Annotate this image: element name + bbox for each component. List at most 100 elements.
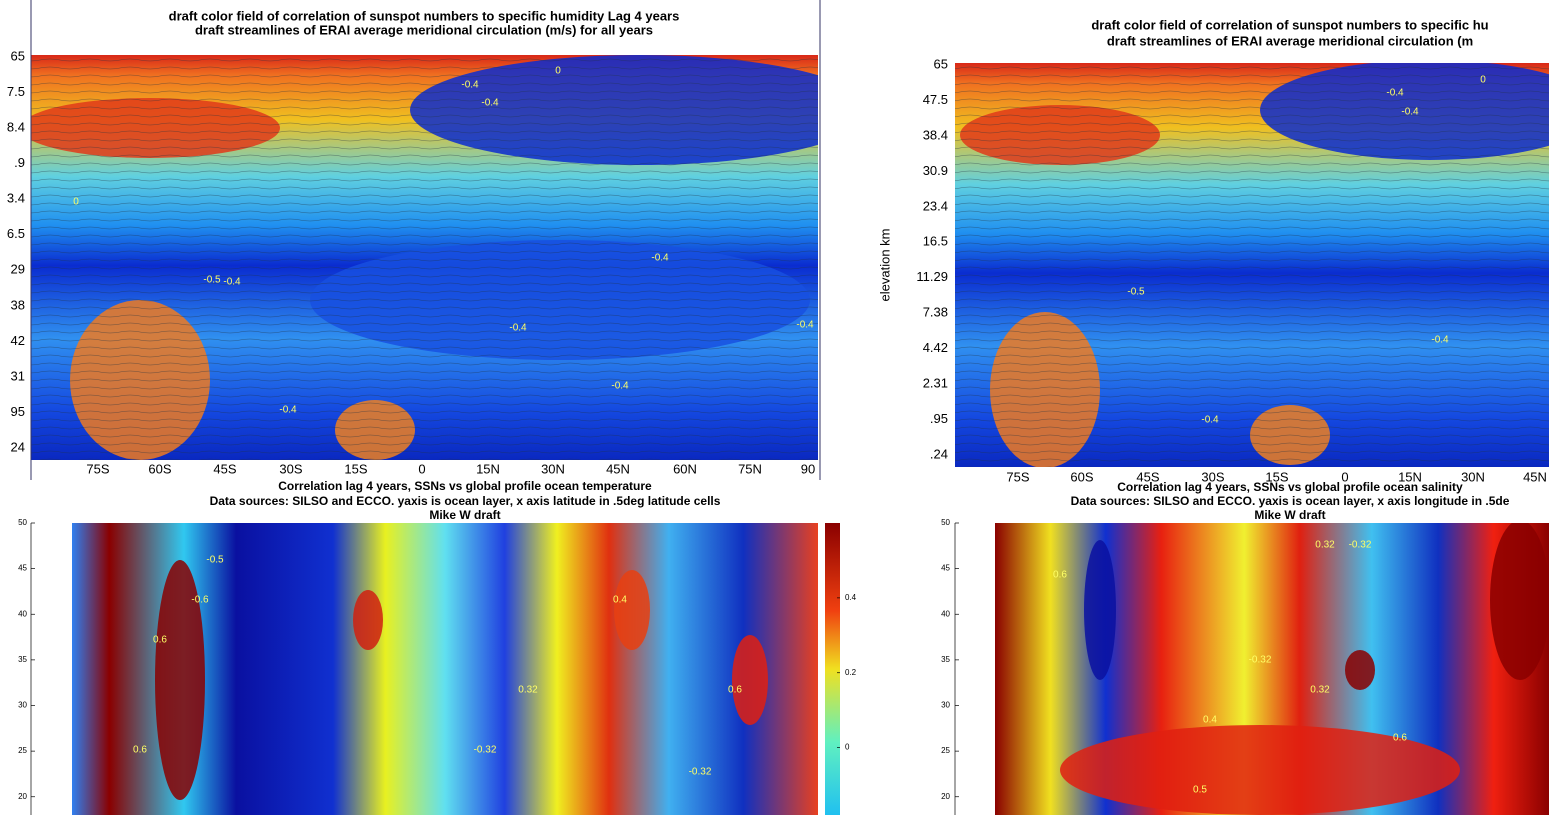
field-blob (353, 590, 383, 650)
field-blob (1490, 523, 1549, 680)
contour-label: -0.4 (1201, 415, 1219, 426)
contour-label: -0.4 (611, 381, 629, 392)
x-tick-label: 60S (148, 461, 171, 476)
y-axis-label: elevation km (877, 229, 892, 302)
contour-label: -0.32 (1249, 655, 1272, 666)
x-tick-label: 0 (418, 461, 425, 476)
contour-label: 0.6 (1053, 570, 1067, 581)
y-tick-label: 30 (18, 701, 27, 710)
field-blob (1345, 650, 1375, 690)
y-tick-label: 42 (11, 333, 25, 348)
contour-label: 0.6 (133, 745, 147, 756)
contour-label: -0.4 (223, 277, 241, 288)
y-tick-label: 24 (11, 439, 25, 454)
color-field (955, 63, 1549, 467)
y-tick-label: 25 (941, 746, 950, 755)
contour-label: -0.32 (474, 745, 497, 756)
x-tick-label: 30N (541, 461, 565, 476)
contour-label: -0.4 (279, 405, 297, 416)
contour-label: -0.4 (481, 98, 499, 109)
contour-label: 0.6 (728, 685, 742, 696)
contour-label: 0 (1480, 75, 1486, 86)
field-blob (1084, 540, 1116, 680)
y-tick-label: 35 (18, 655, 27, 664)
y-tick-label: 65 (934, 56, 948, 71)
y-tick-label: 95 (11, 404, 25, 419)
chart-title: draft color field of correlation of suns… (169, 8, 680, 23)
y-tick-label: .24 (930, 446, 948, 461)
contour-label: -0.4 (651, 253, 669, 264)
y-tick-label: 2.31 (923, 376, 948, 391)
chart-title: Correlation lag 4 years, SSNs vs global … (278, 479, 652, 493)
y-tick-label: 40 (941, 609, 950, 618)
contour-label: -0.5 (1127, 287, 1145, 298)
contour-label: -0.4 (1386, 88, 1404, 99)
contour-label: -0.4 (509, 323, 527, 334)
y-tick-label: 40 (18, 609, 27, 618)
chart-title: draft streamlines of ERAI average meridi… (195, 22, 653, 37)
chart-title: draft color field of correlation of suns… (1091, 17, 1488, 32)
contour-label: -0.4 (461, 80, 479, 91)
contour-label: -0.32 (689, 767, 712, 778)
x-tick-label: 30S (279, 461, 302, 476)
y-tick-label: 29 (11, 262, 25, 277)
x-tick-label: 30N (1461, 469, 1485, 484)
y-tick-label: 23.4 (923, 198, 948, 213)
y-tick-label: 47.5 (923, 92, 948, 107)
contour-label: -0.4 (796, 320, 814, 331)
y-tick-label: 31 (11, 368, 25, 383)
x-tick-label: 15S (1265, 469, 1288, 484)
y-tick-label: .95 (930, 411, 948, 426)
y-tick-label: 65 (11, 48, 25, 63)
contour-label: -0.4 (1401, 107, 1419, 118)
contour-label: 0.32 (1310, 685, 1330, 696)
chart-title: Correlation lag 4 years, SSNs vs global … (1117, 480, 1463, 494)
x-tick-label: 15S (344, 461, 367, 476)
x-tick-label: 0 (1341, 469, 1348, 484)
y-tick-label: 35 (941, 655, 950, 664)
contour-label: -0.5 (203, 275, 221, 286)
color-field (72, 523, 818, 815)
contour-label: 0 (555, 66, 561, 77)
y-tick-label: 3.4 (7, 191, 25, 206)
x-tick-label: 60S (1070, 469, 1093, 484)
field-blob (155, 560, 205, 800)
x-tick-label: 45S (213, 461, 236, 476)
contour-label: 0.32 (1315, 540, 1335, 551)
y-tick-label: 16.5 (923, 234, 948, 249)
x-tick-label: 75S (86, 461, 109, 476)
y-tick-label: 4.42 (923, 340, 948, 355)
y-tick-label: 7.38 (923, 305, 948, 320)
y-tick-label: 7.5 (7, 84, 25, 99)
contour-label: 0 (73, 197, 79, 208)
contour-label: 0.5 (1193, 785, 1207, 796)
y-tick-label: 20 (941, 792, 950, 801)
colorbar-tick-label: 0.2 (845, 668, 857, 677)
x-tick-label: 45N (1523, 469, 1547, 484)
x-tick-label: 45N (606, 461, 630, 476)
y-tick-label: 50 (941, 518, 950, 527)
colorbar-tick-label: 0.4 (845, 593, 857, 602)
x-tick-label: 15N (1398, 469, 1422, 484)
y-tick-label: 20 (18, 792, 27, 801)
x-tick-label: 60N (673, 461, 697, 476)
contour-label: -0.5 (206, 555, 224, 566)
contour-label: 0.32 (518, 685, 538, 696)
colorbar-tick-label: 0 (845, 743, 850, 752)
streamlines (31, 55, 818, 460)
y-tick-label: 25 (18, 746, 27, 755)
contour-label: -0.6 (191, 595, 209, 606)
field-blob (614, 570, 650, 650)
chart-title: draft streamlines of ERAI average meridi… (1107, 33, 1473, 48)
y-tick-label: .9 (14, 155, 25, 170)
color-field (995, 523, 1549, 815)
contour-label: 0.6 (1393, 733, 1407, 744)
colorbar (825, 523, 840, 815)
contour-label: -0.32 (1349, 540, 1372, 551)
y-tick-label: 11.29 (916, 269, 948, 284)
y-tick-label: 8.4 (7, 120, 25, 135)
chart-title: Data sources: SILSO and ECCO. yaxis is o… (210, 494, 721, 508)
x-tick-label: 30S (1201, 469, 1224, 484)
x-tick-label: 75S (1006, 469, 1029, 484)
x-tick-label: 75N (738, 461, 762, 476)
